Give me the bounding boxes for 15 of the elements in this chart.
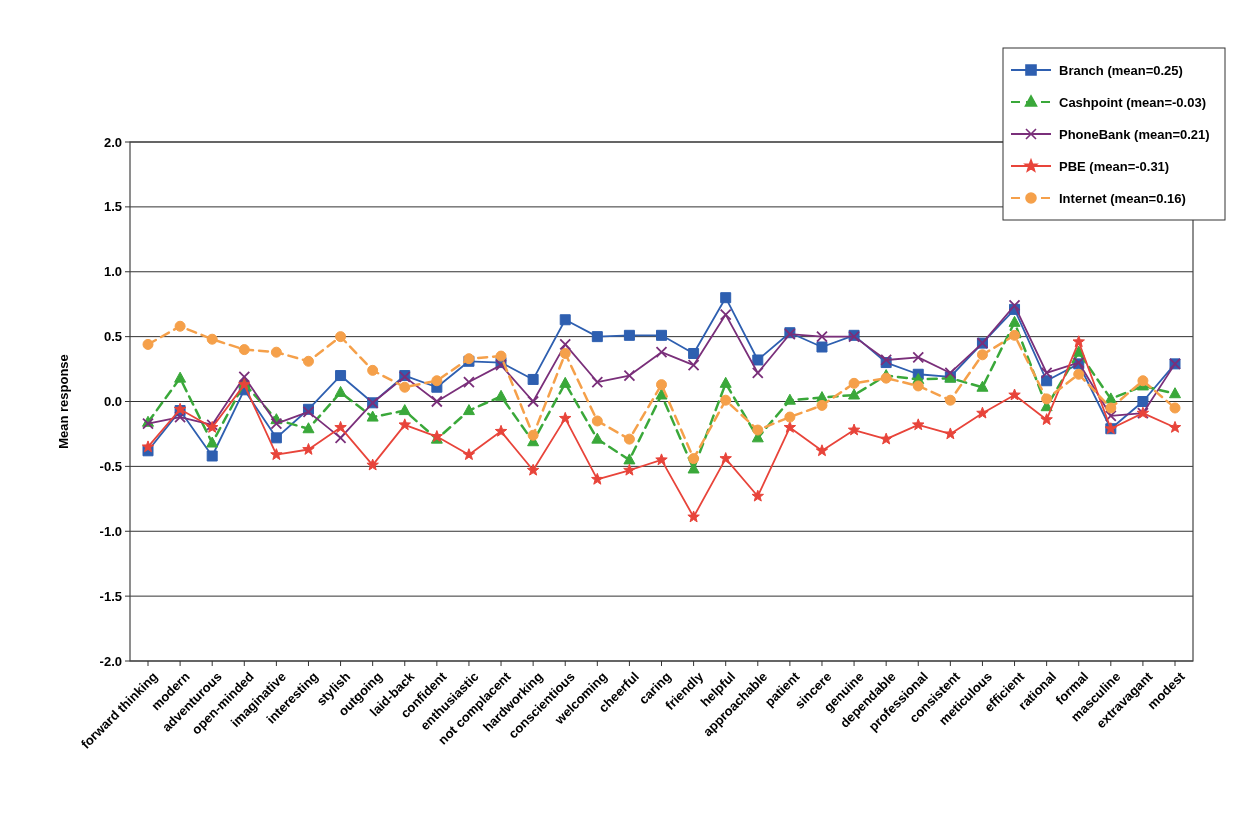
legend-label: PhoneBank (mean=0.21) [1059, 126, 1210, 142]
y-tick-label: 0.5 [103, 329, 122, 345]
y-tick-label: -1.0 [99, 523, 122, 539]
y-tick-label: -0.5 [99, 458, 122, 474]
legend-label: Internet (mean=0.16) [1059, 190, 1186, 206]
y-tick-label: -1.5 [99, 588, 122, 604]
legend-label: Branch (mean=0.25) [1059, 62, 1183, 78]
y-axis-title: Mean response [56, 354, 71, 449]
y-tick-label: 0.0 [103, 394, 122, 410]
legend-label: Cashpoint (mean=-0.03) [1059, 94, 1207, 110]
y-tick-label: -2.0 [99, 653, 122, 669]
y-tick-label: 1.0 [103, 264, 122, 280]
y-tick-label: 2.0 [103, 134, 122, 150]
y-tick-label: 1.5 [103, 199, 122, 215]
legend-label: PBE (mean=-0.31) [1059, 158, 1170, 174]
